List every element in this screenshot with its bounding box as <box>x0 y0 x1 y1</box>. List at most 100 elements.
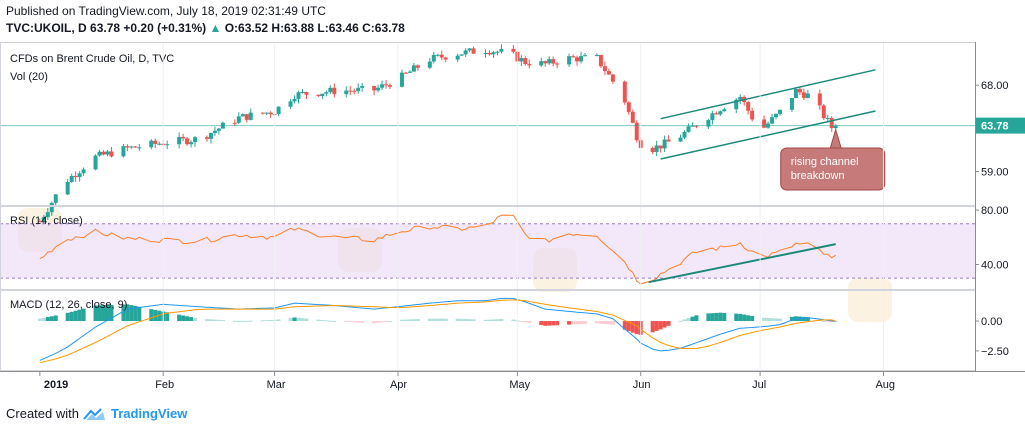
price-panel[interactable]: rising channel breakdown CFDs on Brent Cru… <box>0 44 975 224</box>
candle-body[interactable] <box>388 85 393 87</box>
candle-body[interactable] <box>296 92 301 99</box>
candle-body[interactable] <box>523 58 528 65</box>
candle-body[interactable] <box>316 94 321 97</box>
candle-body[interactable] <box>260 112 265 114</box>
candle-body[interactable] <box>376 87 381 91</box>
candle-body[interactable] <box>678 137 683 142</box>
candle-body[interactable] <box>403 72 408 74</box>
candle-body[interactable] <box>622 81 627 103</box>
candle-body[interactable] <box>411 65 416 72</box>
candle-body[interactable] <box>789 98 794 110</box>
candle-body[interactable] <box>463 50 468 55</box>
candle-body[interactable] <box>606 71 611 75</box>
candle-body[interactable] <box>666 139 671 142</box>
candle-body[interactable] <box>714 113 719 115</box>
candle-body[interactable] <box>527 64 532 66</box>
candle-body[interactable] <box>650 147 655 152</box>
candle-body[interactable] <box>738 96 743 100</box>
candle-body[interactable] <box>774 113 779 118</box>
candle-body[interactable] <box>216 128 221 131</box>
candle-body[interactable] <box>125 146 130 148</box>
candle-body[interactable] <box>276 106 281 115</box>
candle-body[interactable] <box>575 57 580 62</box>
candle-body[interactable] <box>770 117 775 124</box>
candle-body[interactable] <box>189 142 194 145</box>
candle-body[interactable] <box>97 151 102 156</box>
candle-body[interactable] <box>320 93 325 97</box>
candle-body[interactable] <box>750 110 755 120</box>
candle-body[interactable] <box>157 143 162 145</box>
candle-body[interactable] <box>37 221 42 223</box>
signal-line[interactable] <box>39 299 836 364</box>
candle-body[interactable] <box>594 54 599 56</box>
candle-body[interactable] <box>435 54 440 56</box>
candle-body[interactable] <box>399 72 404 87</box>
candle-body[interactable] <box>567 56 572 65</box>
candle-body[interactable] <box>583 55 588 57</box>
candle-body[interactable] <box>244 114 249 120</box>
candle-body[interactable] <box>598 54 603 67</box>
candle-body[interactable] <box>654 145 659 152</box>
candle-body[interactable] <box>332 87 337 95</box>
candle-body[interactable] <box>73 175 78 178</box>
candle-body[interactable] <box>45 212 50 218</box>
candle-body[interactable] <box>722 109 727 112</box>
candle-body[interactable] <box>539 61 544 66</box>
candle-body[interactable] <box>801 92 806 98</box>
candle-body[interactable] <box>177 136 182 145</box>
candle-body[interactable] <box>129 146 134 148</box>
candle-body[interactable] <box>109 151 114 157</box>
candle-body[interactable] <box>511 48 516 52</box>
macd-line[interactable] <box>39 297 836 361</box>
candle-body[interactable] <box>49 202 54 213</box>
candle-body[interactable] <box>797 88 802 93</box>
candle-body[interactable] <box>499 48 504 52</box>
candle-body[interactable] <box>77 173 82 178</box>
candle-body[interactable] <box>833 125 838 129</box>
candle-body[interactable] <box>204 137 209 139</box>
candle-body[interactable] <box>248 112 253 120</box>
candle-body[interactable] <box>268 112 273 115</box>
candle-body[interactable] <box>133 146 138 148</box>
candle-body[interactable] <box>551 59 556 64</box>
candle-body[interactable] <box>686 126 691 132</box>
candle-body[interactable] <box>734 99 739 110</box>
candle-body[interactable] <box>153 140 158 144</box>
candle-body[interactable] <box>81 169 86 174</box>
candle-body[interactable] <box>626 102 631 112</box>
candle-body[interactable] <box>264 112 269 114</box>
candle-body[interactable] <box>121 146 126 157</box>
candle-body[interactable] <box>805 93 810 98</box>
candle-body[interactable] <box>571 56 576 58</box>
candle-body[interactable] <box>212 130 217 134</box>
candle-body[interactable] <box>690 125 695 127</box>
candle-body[interactable] <box>185 138 190 145</box>
candle-body[interactable] <box>602 66 607 72</box>
candle-body[interactable] <box>407 71 412 73</box>
candle-body[interactable] <box>232 122 237 124</box>
candle-body[interactable] <box>65 181 70 195</box>
candle-body[interactable] <box>236 116 241 123</box>
candle-body[interactable] <box>304 92 309 95</box>
candle-body[interactable] <box>149 140 154 148</box>
candle-body[interactable] <box>53 194 58 203</box>
candle-body[interactable] <box>483 52 488 54</box>
candle-body[interactable] <box>491 52 496 55</box>
candle-body[interactable] <box>193 137 198 143</box>
candle-body[interactable] <box>165 144 170 146</box>
candle-body[interactable] <box>328 87 333 93</box>
candle-body[interactable] <box>240 114 245 117</box>
candle-body[interactable] <box>821 105 826 119</box>
candle-body[interactable] <box>101 151 106 155</box>
candle-body[interactable] <box>372 86 377 91</box>
candle-body[interactable] <box>471 48 476 54</box>
tradingview-brand[interactable]: TradingView <box>110 406 188 421</box>
candle-body[interactable] <box>778 109 782 114</box>
candle-body[interactable] <box>181 136 186 139</box>
candle-body[interactable] <box>487 52 492 55</box>
candle-body[interactable] <box>579 56 584 62</box>
candle-body[interactable] <box>439 54 444 58</box>
macd-panel[interactable]: MACD (12, 26, close, 9) <box>10 297 838 364</box>
candle-body[interactable] <box>356 87 361 92</box>
